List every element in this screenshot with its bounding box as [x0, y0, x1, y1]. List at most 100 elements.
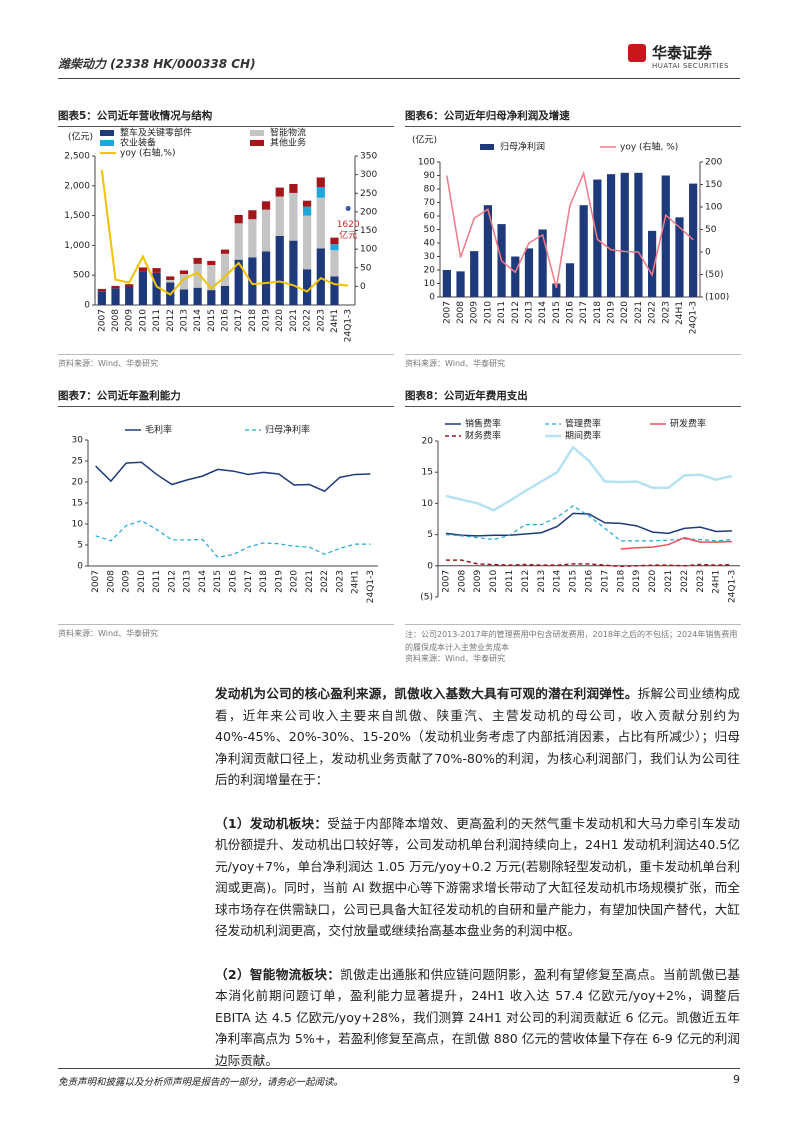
legend-label: yoy (右轴, %) — [620, 141, 678, 153]
bar — [606, 174, 616, 297]
legend-label: 智能物流 — [270, 127, 306, 139]
bar — [166, 279, 175, 283]
bar — [316, 177, 325, 187]
x-tick-label: 24Q1-3 — [689, 301, 699, 334]
x-tick-label: 2017 — [600, 570, 610, 593]
bar — [275, 187, 284, 197]
x-tick-label: 2019 — [632, 570, 642, 593]
bar — [179, 274, 189, 290]
x-tick-label: 2008 — [457, 570, 467, 593]
bar — [289, 192, 298, 241]
legend-label: yoy (右轴,%) — [120, 147, 175, 159]
x-tick-label: 24Q1-3 — [728, 570, 738, 603]
bar — [97, 288, 106, 292]
legend-label: 整车及关键零部件 — [120, 127, 192, 139]
x-tick-label: 2015 — [213, 570, 223, 593]
bar — [303, 206, 312, 216]
bar — [442, 270, 451, 297]
bar — [152, 268, 161, 273]
tick-label: 15 — [72, 499, 83, 509]
text: 拆解公司业绩构成看，近年来公司收入主要来自凯傲、陕重汽、主营发动机的母公司，收入… — [215, 686, 741, 787]
source: 资料来源：Wind、华泰研究 — [405, 354, 741, 369]
x-tick-label: 2022 — [648, 301, 658, 324]
tick-label: 30 — [424, 252, 436, 262]
bar — [234, 215, 243, 224]
x-tick-label: 2007 — [442, 301, 452, 324]
bar — [193, 257, 202, 264]
tick-label: 0 — [427, 561, 433, 571]
x-tick-label: 24Q1-3 — [366, 570, 376, 603]
x-tick-label: 2010 — [489, 570, 499, 593]
bar — [689, 183, 698, 297]
x-tick-label: 2008 — [456, 301, 466, 324]
y-axis-label: (亿元) — [412, 134, 437, 146]
legend-swatch — [100, 140, 114, 146]
bar — [111, 288, 120, 305]
x-tick-label: 2009 — [470, 301, 480, 324]
x-tick-label: 2017 — [244, 570, 254, 593]
x-tick-label: 2017 — [579, 301, 589, 324]
tick-label: 20 — [424, 266, 436, 276]
x-tick-label: 2016 — [566, 301, 576, 324]
bar — [620, 172, 629, 297]
x-tick-label: 2022 — [303, 309, 313, 332]
body: 发动机为公司的核心盈利来源，凯傲收入基数大具有可观的潜在利润弹性。拆解公司业绩构… — [215, 683, 740, 1093]
bar — [648, 230, 657, 297]
bar — [261, 201, 271, 210]
tick-label: 150 — [360, 226, 377, 236]
x-tick-label: 2023 — [661, 301, 671, 324]
x-tick-label: 2020 — [620, 301, 630, 324]
tick-label: 100 — [418, 158, 435, 168]
bar — [152, 272, 161, 305]
bar — [456, 271, 465, 297]
tick-label: 300 — [360, 170, 377, 180]
logo-sub: HUATAI SECURITIES — [652, 62, 729, 70]
x-tick-label: 2011 — [152, 309, 162, 332]
bar — [330, 276, 339, 305]
tick-label: 2,000 — [64, 181, 90, 191]
legend-label: 销售费率 — [465, 418, 501, 430]
bar — [138, 267, 147, 272]
bar — [675, 217, 684, 297]
bar — [552, 283, 561, 297]
bar — [316, 186, 325, 198]
x-tick-label: 2019 — [607, 301, 617, 324]
x-tick-label: 2015 — [569, 570, 579, 593]
x-tick-label: 2013 — [183, 570, 193, 593]
tick-label: 70 — [424, 198, 436, 208]
bar — [316, 197, 325, 249]
bar — [538, 229, 547, 297]
tick-label: 200 — [360, 207, 377, 217]
bar — [261, 251, 271, 305]
x-tick-label: 2009 — [473, 570, 483, 593]
x-tick-label: 24H1 — [330, 309, 340, 333]
bar — [303, 215, 312, 270]
line — [446, 170, 694, 289]
x-tick-label: 24H1 — [712, 570, 722, 594]
logo: 华泰证券 — [652, 44, 713, 62]
bar — [316, 248, 325, 305]
footer-rule — [58, 1068, 740, 1069]
tick-label: 0 — [429, 293, 435, 303]
line — [445, 445, 733, 512]
x-tick-label: 2013 — [179, 309, 189, 332]
bar — [511, 256, 520, 297]
x-tick-label: 2018 — [248, 309, 258, 332]
x-tick-label: 2007 — [441, 570, 451, 593]
bar — [179, 289, 189, 305]
annotation-marker — [345, 205, 351, 211]
legend-swatch — [250, 130, 264, 136]
x-tick-label: 2022 — [680, 570, 690, 593]
bar — [207, 265, 216, 291]
bar — [330, 250, 339, 277]
bar — [220, 253, 230, 286]
tick-label: 5 — [427, 530, 433, 540]
tick-label: 350 — [360, 152, 377, 162]
text: 受益于内部降本增效、更高盈利的天然气重卡发动机和大马力牵引车发动机份额提升、发动… — [215, 815, 741, 939]
line — [100, 170, 349, 296]
x-tick-label: 2013 — [524, 301, 534, 324]
header-rule — [58, 78, 740, 79]
bar — [138, 271, 147, 305]
